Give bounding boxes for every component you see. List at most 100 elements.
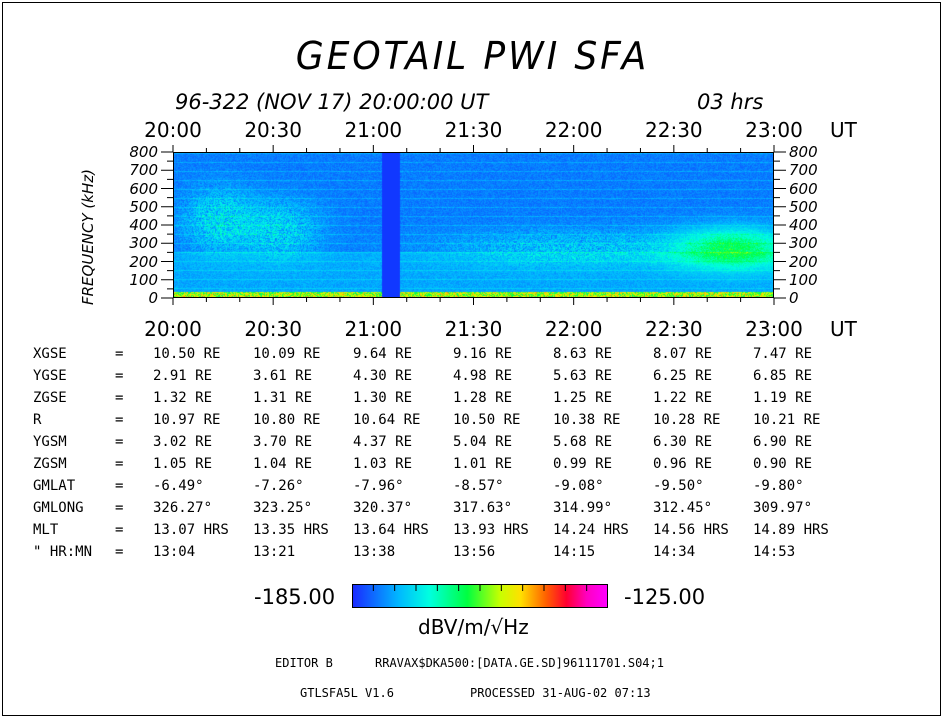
ephemeris-value: 0.99 RE	[553, 456, 613, 472]
ephemeris-value: 1.05 RE	[153, 456, 213, 472]
bottom-x-unit: UT	[830, 317, 857, 341]
ephemeris-label: ZGSM	[33, 456, 67, 472]
ephemeris-value: 10.80 RE	[253, 412, 321, 428]
editor-label: EDITOR B	[275, 656, 333, 670]
ephemeris-value: 312.45°	[653, 500, 713, 516]
x-tick-label: 21:00	[344, 118, 403, 142]
ephemeris-value: 323.25°	[253, 500, 313, 516]
ephemeris-value: 314.99°	[553, 500, 613, 516]
ephemeris-value: 4.37 RE	[353, 434, 413, 450]
ephemeris-value: 14:15	[553, 544, 596, 560]
ephemeris-value: -7.96°	[353, 478, 404, 494]
file-path: RRAVAX$DKA500:[DATA.GE.SD]96111701.S04;1	[375, 656, 664, 670]
processed-date: PROCESSED 31-AUG-02 07:13	[470, 686, 651, 700]
ephemeris-label: R	[33, 412, 42, 428]
ephemeris-label: GMLAT	[33, 478, 76, 494]
ephemeris-value: 1.22 RE	[653, 390, 713, 406]
x-tick-label: 20:30	[244, 317, 302, 341]
ephemeris-value: 1.19 RE	[753, 390, 813, 406]
ephemeris-equals: =	[115, 544, 124, 560]
x-tick-label: 22:30	[645, 317, 703, 341]
ephemeris-value: 10.21 RE	[753, 412, 821, 428]
ephemeris-value: 10.28 RE	[653, 412, 721, 428]
y-tick-label-right: 700	[789, 161, 818, 180]
colorbar-min: -185.00	[254, 585, 336, 609]
ephemeris-value: 5.68 RE	[553, 434, 613, 450]
ephemeris-value: 3.70 RE	[253, 434, 313, 450]
y-tick-label: 700	[129, 161, 158, 180]
ephemeris-value: -9.50°	[653, 478, 704, 494]
y-tick-label: 400	[129, 216, 158, 234]
y-tick-label: 600	[129, 179, 158, 198]
ephemeris-equals: =	[115, 346, 124, 362]
ephemeris-value: 1.31 RE	[253, 390, 313, 406]
y-tick-label: 200	[129, 252, 158, 271]
spectrogram	[174, 153, 773, 297]
colorbar-ticks	[372, 584, 588, 591]
x-tick-label: 22:30	[645, 118, 703, 142]
ephemeris-value: 326.27°	[153, 500, 213, 516]
ephemeris-equals: =	[115, 390, 124, 406]
ephemeris-value: 10.97 RE	[153, 412, 221, 428]
ephemeris-value: 14.56 HRS	[653, 522, 729, 538]
ephemeris-value: 0.96 RE	[653, 456, 713, 472]
ephemeris-value: 4.98 RE	[453, 368, 513, 384]
x-tick-label: 21:30	[444, 118, 503, 142]
ephemeris-equals: =	[115, 522, 124, 538]
y-tick-label-right: 100	[789, 270, 818, 289]
ephemeris-value: -9.08°	[553, 478, 604, 494]
ephemeris-equals: =	[115, 434, 124, 450]
x-tick-label: 21:00	[344, 317, 403, 341]
ephemeris-value: 14.89 HRS	[753, 522, 829, 538]
ephemeris-value: -8.57°	[453, 478, 504, 494]
ephemeris-value: 317.63°	[453, 500, 513, 516]
ephemeris-label: GMLONG	[33, 500, 84, 516]
ephemeris-value: 14.24 HRS	[553, 522, 629, 538]
ephemeris-value: 4.30 RE	[353, 368, 413, 384]
x-tick-label: 20:00	[144, 118, 202, 142]
ephemeris-value: 10.38 RE	[553, 412, 621, 428]
ephemeris-value: 1.01 RE	[453, 456, 513, 472]
ephemeris-value: -6.49°	[153, 478, 204, 494]
ephemeris-value: 10.09 RE	[253, 346, 321, 362]
ephemeris-value: 1.03 RE	[353, 456, 413, 472]
x-tick-label: 21:30	[444, 317, 503, 341]
ephemeris-value: 13:56	[453, 544, 496, 560]
y-tick-label: 0	[148, 289, 158, 307]
x-tick-label: 22:00	[544, 118, 603, 142]
ephemeris-value: 10.50 RE	[153, 346, 221, 362]
ephemeris-equals: =	[115, 412, 124, 428]
ephemeris-equals: =	[115, 456, 124, 472]
y-tick-label: 300	[129, 234, 158, 253]
ephemeris-value: 309.97°	[753, 500, 813, 516]
ephemeris-label: " HR:MN	[33, 544, 93, 560]
ephemeris-value: 10.50 RE	[453, 412, 521, 428]
ephemeris-value: 3.02 RE	[153, 434, 213, 450]
ephemeris-value: 10.64 RE	[353, 412, 421, 428]
duration-label: 03 hrs	[697, 90, 764, 114]
ephemeris-value: 13.64 HRS	[353, 522, 429, 538]
colorbar-max: -125.00	[624, 585, 706, 609]
program-version: GTLSFA5L V1.6	[300, 686, 394, 700]
y-tick-label-right: 600	[789, 179, 818, 198]
x-tick-label: 23:00	[745, 118, 803, 142]
ephemeris-value: 320.37°	[353, 500, 413, 516]
ephemeris-value: 7.47 RE	[753, 346, 813, 362]
ephemeris-value: 9.16 RE	[453, 346, 513, 362]
top-x-unit: UT	[830, 118, 857, 142]
ephemeris-value: 13:38	[353, 544, 396, 560]
ephemeris-value: 13:21	[253, 544, 296, 560]
x-tick-label: 23:00	[745, 317, 803, 341]
ephemeris-value: 1.25 RE	[553, 390, 613, 406]
ephemeris-value: 8.63 RE	[553, 346, 613, 362]
ephemeris-value: 13.07 HRS	[153, 522, 229, 538]
ephemeris-value: 1.30 RE	[353, 390, 413, 406]
chart-title: GEOTAIL PWI SFA	[295, 34, 650, 78]
y-tick-label: 500	[129, 197, 158, 216]
ephemeris-value: -7.26°	[253, 478, 304, 494]
ephemeris-label: YGSE	[33, 368, 67, 384]
date-line: 96-322 (NOV 17) 20:00:00 UT	[175, 90, 489, 114]
ephemeris-value: 5.63 RE	[553, 368, 613, 384]
